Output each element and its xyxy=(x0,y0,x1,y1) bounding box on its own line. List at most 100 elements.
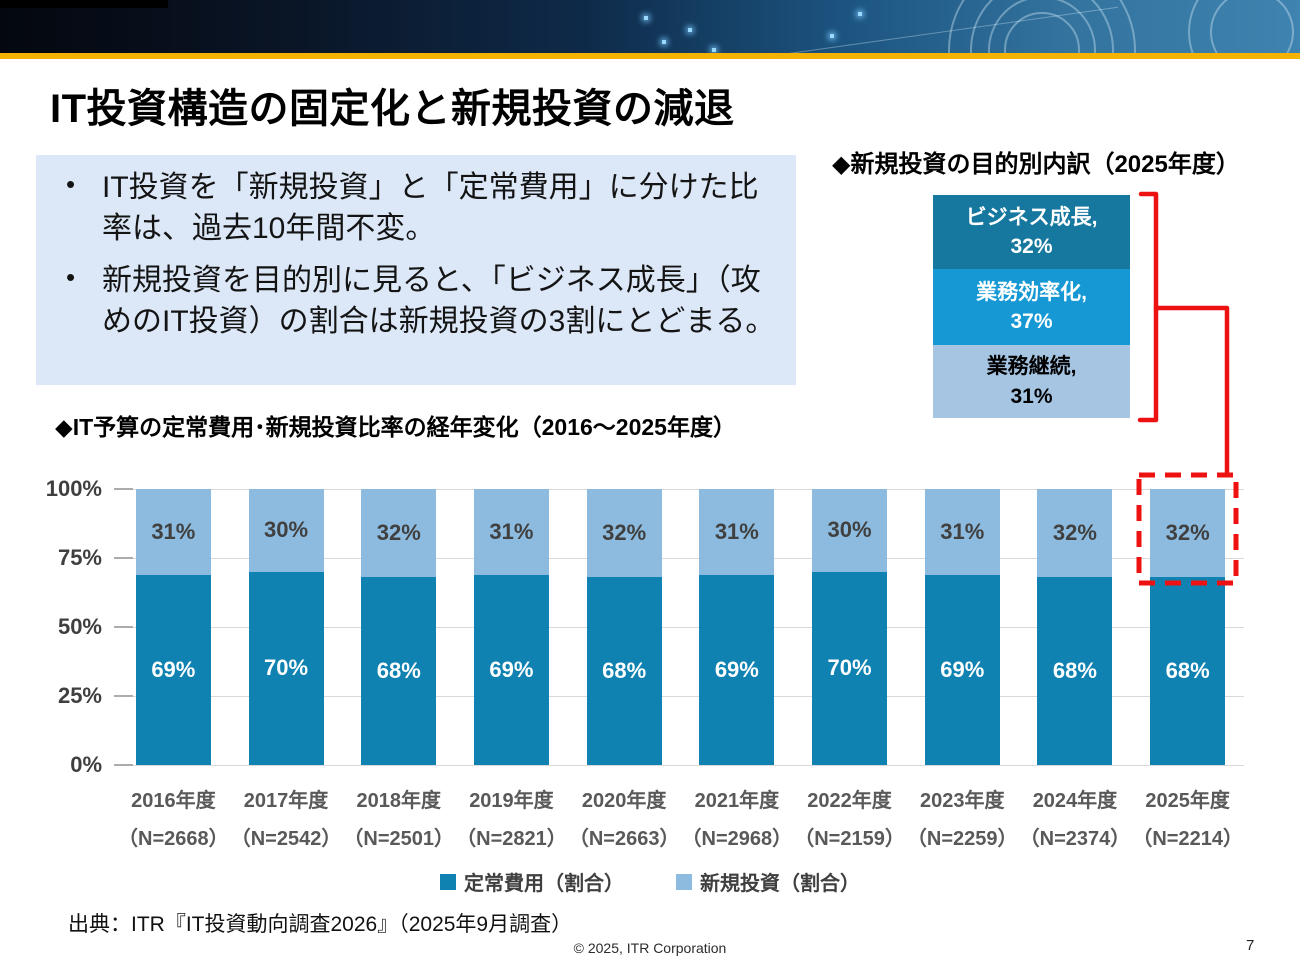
category-n: （N=2663） xyxy=(568,828,680,850)
category-year: 2024年度 xyxy=(1032,790,1118,812)
category-year: 2016年度 xyxy=(131,790,216,812)
legend-label: 新規投資（割合） xyxy=(700,873,860,895)
banner-dot-icon xyxy=(712,48,716,52)
bar-segment-new-investment: 30% xyxy=(812,489,888,572)
bar-value-label: 31% xyxy=(151,518,196,544)
bar-segment-new-investment: 32% xyxy=(1150,489,1226,578)
bar-value-label: 69% xyxy=(940,656,985,682)
bar-value-label: 31% xyxy=(714,518,759,544)
header-banner-image xyxy=(0,0,1300,53)
category-n: （N=2968） xyxy=(681,828,793,850)
banner-dot-icon xyxy=(644,16,648,20)
gridline-75% xyxy=(117,557,1244,559)
page-title: IT投資構造の固定化と新規投資の減退 xyxy=(50,87,735,131)
category-label-2023年度: 2023年度 （N=2259） xyxy=(906,784,1019,851)
bar-segment-fixed-cost: 69% xyxy=(473,574,549,765)
y-tick-label: 75% xyxy=(57,545,102,570)
y-tick-label: 25% xyxy=(57,683,102,708)
bar-segment-new-investment: 32% xyxy=(586,489,662,578)
summary-box: IT投資を「新規投資」と「定常費用」に分けた比率は、過去10年間不変。 新規投資… xyxy=(36,155,796,385)
copyright: © 2025, ITR Corporation xyxy=(573,940,727,956)
bar-segment-fixed-cost: 69% xyxy=(924,574,1000,765)
bar-value-label: 68% xyxy=(376,658,421,684)
category-year: 2021年度 xyxy=(694,790,780,812)
bar-value-label: 68% xyxy=(602,658,647,684)
category-label-2019年度: 2019年度 （N=2821） xyxy=(455,784,568,851)
banner-dot-icon xyxy=(830,34,834,38)
bar-segment-fixed-cost: 70% xyxy=(248,571,324,765)
category-n: （N=2374） xyxy=(1019,828,1131,850)
bar-2020年度: 68% 32% xyxy=(586,489,662,765)
category-label-2020年度: 2020年度 （N=2663） xyxy=(568,784,681,851)
category-label-2022年度: 2022年度 （N=2159） xyxy=(793,784,906,851)
category-label-2025年度: 2025年度 （N=2214） xyxy=(1131,784,1244,851)
category-label-2024年度: 2024年度 （N=2374） xyxy=(1019,784,1132,851)
banner-ring-icon xyxy=(1188,0,1300,53)
breakdown-segment-value: 37% xyxy=(1010,309,1053,333)
category-label-2016年度: 2016年度 （N=2668） xyxy=(117,784,230,851)
category-year: 2023年度 xyxy=(919,790,1005,812)
gridline-100% xyxy=(117,488,1244,490)
category-year: 2025年度 xyxy=(1145,790,1230,812)
bar-segment-new-investment: 31% xyxy=(699,489,775,575)
bar-chart-title: ◆IT予算の定常費用･新規投資比率の経年変化（2016～2025年度） xyxy=(55,414,736,440)
axis-tick xyxy=(114,557,133,559)
bar-segment-new-investment: 32% xyxy=(361,489,437,578)
banner-dot-icon xyxy=(662,40,666,44)
category-year: 2017年度 xyxy=(243,790,329,812)
category-year: 2019年度 xyxy=(469,790,554,812)
category-n: （N=2668） xyxy=(118,828,229,850)
chart-legend: 定常費用（割合） 新規投資（割合） xyxy=(0,867,1300,896)
breakdown-segment-label: ビジネス成長, xyxy=(965,205,1098,229)
breakdown-segment-0: ビジネス成長, 32% xyxy=(933,195,1130,269)
bar-value-label: 70% xyxy=(264,655,309,681)
bar-value-label: 69% xyxy=(714,656,759,682)
plot-area: 69% 31% 70% 30% 68% 32% 69% 31% 68% 32% 69% 31% 70% 3… xyxy=(114,488,1244,766)
category-label-2021年度: 2021年度 （N=2968） xyxy=(681,784,794,851)
bar-value-label: 68% xyxy=(1165,658,1210,684)
bar-2022年度: 70% 30% xyxy=(812,489,888,765)
category-year: 2022年度 xyxy=(807,790,892,812)
bar-2018年度: 68% 32% xyxy=(361,489,437,765)
bar-segment-new-investment: 31% xyxy=(473,489,549,575)
bar-segment-fixed-cost: 68% xyxy=(1037,577,1113,765)
summary-bullet: IT投資を「新規投資」と「定常費用」に分けた比率は、過去10年間不変。 xyxy=(50,167,782,250)
bar-value-label: 30% xyxy=(827,517,872,543)
breakdown-stacked-chart: ビジネス成長, 32% 業務効率化, 37% 業務継続, 31% xyxy=(933,195,1130,418)
legend-swatch-icon xyxy=(440,873,456,890)
category-label-2017年度: 2017年度 （N=2542） xyxy=(230,784,343,851)
bar-segment-new-investment: 30% xyxy=(248,489,324,572)
red-bracket xyxy=(1137,191,1159,423)
legend-item-0: 定常費用（割合） xyxy=(440,867,624,896)
category-n: （N=2542） xyxy=(230,828,342,850)
bar-2025年度: 68% 32% xyxy=(1150,489,1226,765)
category-n: （N=2821） xyxy=(456,828,567,850)
axis-tick xyxy=(114,626,133,628)
page-number: 7 xyxy=(1246,937,1255,954)
breakdown-segment-label: 業務継続, xyxy=(986,355,1077,379)
bar-value-label: 32% xyxy=(602,520,647,546)
gold-divider xyxy=(0,53,1300,59)
bar-value-label: 32% xyxy=(1052,520,1097,546)
bar-value-label: 32% xyxy=(376,520,421,546)
bar-2024年度: 68% 32% xyxy=(1037,489,1113,765)
banner-top-black-bar xyxy=(0,0,168,8)
category-n: （N=2259） xyxy=(906,828,1018,850)
axis-tick xyxy=(114,695,133,697)
bar-segment-fixed-cost: 68% xyxy=(361,577,437,765)
bar-value-label: 31% xyxy=(940,518,985,544)
banner-dot-icon xyxy=(688,28,692,32)
axis-tick xyxy=(114,488,133,490)
breakdown-segment-2: 業務継続, 31% xyxy=(933,345,1130,418)
bar-segment-fixed-cost: 69% xyxy=(135,574,211,765)
bar-value-label: 68% xyxy=(1052,658,1097,684)
breakdown-segment-value: 32% xyxy=(1010,234,1053,258)
bar-segment-new-investment: 32% xyxy=(1037,489,1113,578)
bar-value-label: 32% xyxy=(1165,520,1210,546)
gridline-25% xyxy=(117,695,1244,697)
legend-item-1: 新規投資（割合） xyxy=(676,867,860,896)
bar-2017年度: 70% 30% xyxy=(248,489,324,765)
breakdown-panel-title: ◆新規投資の目的別内訳（2025年度） xyxy=(832,151,1240,178)
axis-tick xyxy=(114,764,133,766)
